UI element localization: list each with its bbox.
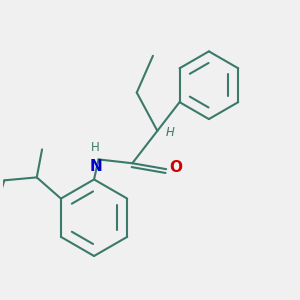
Text: H: H [91, 140, 100, 154]
Text: O: O [170, 160, 183, 175]
Text: N: N [89, 158, 102, 173]
Text: H: H [166, 126, 175, 139]
